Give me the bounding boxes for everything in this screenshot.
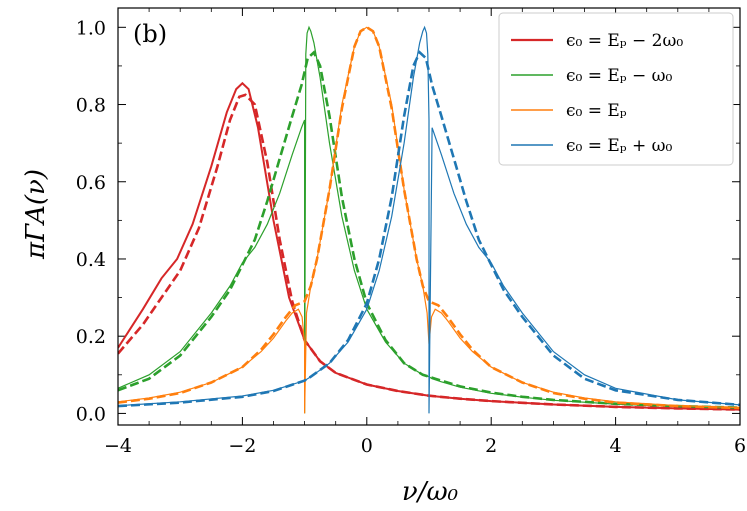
series-layer (118, 25, 740, 414)
legend-label: ϵ₀ = Eₚ (566, 101, 627, 121)
series-ep-plus-w0-dashed-line (118, 50, 740, 408)
y-tick-label: 1.0 (76, 17, 106, 39)
panel-label: (b) (133, 20, 167, 48)
series-ep-minus-w0-solid-line (118, 25, 740, 414)
legend-label: ϵ₀ = Eₚ + ω₀ (566, 136, 673, 156)
x-tick-label: 6 (734, 435, 746, 457)
x-tick-label: −4 (104, 435, 132, 457)
legend-box (498, 12, 734, 166)
y-tick-label: 0.2 (76, 326, 106, 348)
legend-label: ϵ₀ = Eₚ − ω₀ (566, 66, 673, 86)
x-tick-label: 0 (361, 435, 373, 457)
series-ep-plus-w0-solid-line (118, 25, 740, 414)
series-ep-minus-2w0-solid-line (118, 81, 740, 411)
x-tick-label: 2 (485, 435, 497, 457)
x-tick-label: 4 (610, 435, 622, 457)
y-axis-title: πΓA(ν) (21, 169, 51, 260)
series-ep-minus-2w0-dashed-line (118, 93, 740, 411)
y-tick-label: 0.4 (76, 249, 106, 271)
y-tick-label: 0.0 (76, 403, 106, 425)
legend-label: ϵ₀ = Eₚ − 2ω₀ (566, 31, 683, 51)
legend: ϵ₀ = Eₚ − 2ω₀ ϵ₀ = Eₚ − ω₀ ϵ₀ = Eₚ ϵ₀ = Eₚ … (498, 12, 734, 166)
series-ep-solid-line (118, 26, 740, 414)
x-tick-label: −2 (228, 435, 256, 457)
y-tick-label: 0.6 (76, 172, 106, 194)
tick-labels-layer: −4 −2 0 2 4 6 0.0 0.2 0.4 0.6 0.8 1.0 (76, 17, 746, 457)
plot-frame (117, 7, 741, 426)
y-tick-label: 0.8 (76, 95, 106, 117)
x-axis-title: ν/ω₀ (402, 477, 459, 507)
